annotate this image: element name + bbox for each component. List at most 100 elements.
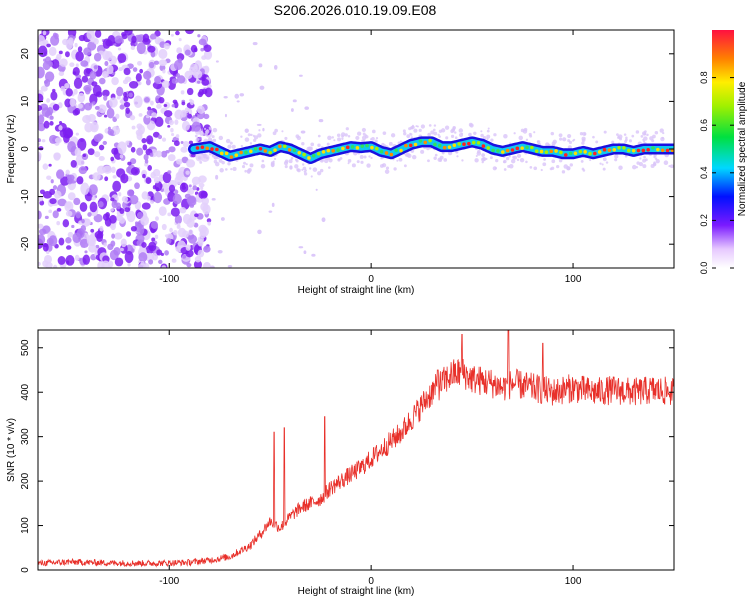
noise-blob <box>157 134 163 140</box>
noise-blob <box>89 70 97 80</box>
noise-blob <box>182 141 190 148</box>
noise-blob <box>171 104 176 108</box>
colorbar-ticks: 0.0 0.2 0.4 0.6 0.8 <box>699 71 734 274</box>
noise-blob <box>119 217 126 224</box>
halo-point <box>489 156 493 160</box>
noise-blob <box>201 78 210 86</box>
noise-blob <box>180 90 185 95</box>
noise-blob <box>88 184 98 196</box>
noise-blob <box>168 146 176 153</box>
halo-point <box>370 156 373 160</box>
ridge-peak <box>224 151 229 156</box>
noise-blob <box>97 104 107 114</box>
noise-blob <box>134 221 139 226</box>
noise-blob <box>180 146 188 153</box>
ridge-peak <box>452 143 457 148</box>
noise-blob <box>113 247 121 256</box>
noise-blob <box>113 202 117 206</box>
ridge-peak <box>249 149 253 154</box>
spectrogram-y-tick-label: -20 <box>20 237 31 252</box>
noise-blob <box>160 150 168 158</box>
halo-point <box>338 158 341 161</box>
ridge-peak <box>263 149 268 153</box>
ridge-peak <box>195 146 200 150</box>
noise-blob <box>185 30 195 35</box>
noise-blob <box>77 159 85 166</box>
halo-point <box>412 154 417 160</box>
snr-y-label: SNR (10 * v/v) <box>6 418 17 482</box>
halo-point <box>638 161 644 167</box>
noise-blob <box>114 232 123 240</box>
halo-point <box>317 134 321 138</box>
ridge-peak <box>408 143 413 148</box>
noise-blob <box>64 51 70 58</box>
halo-point <box>261 159 265 163</box>
noise-blob <box>169 227 173 233</box>
noise-blob <box>97 201 104 208</box>
noise-blob <box>57 198 67 207</box>
noise-blob <box>69 98 76 107</box>
noise-blob <box>161 80 170 88</box>
noise-blob <box>188 184 192 188</box>
halo-point <box>624 154 628 158</box>
ridge-peak <box>481 144 486 148</box>
noise-blob <box>153 176 160 184</box>
halo-point <box>481 157 486 162</box>
noise-blob <box>257 229 262 235</box>
noise-blob <box>163 110 173 118</box>
noise-blob <box>38 114 45 125</box>
ridge-peak <box>515 146 520 151</box>
ridge-peak <box>437 143 442 148</box>
ridge-peak <box>253 146 258 151</box>
noise-blob <box>120 173 129 184</box>
noise-blob <box>116 95 121 100</box>
halo-point <box>643 136 648 141</box>
halo-point <box>507 165 511 168</box>
halo-point <box>452 126 456 130</box>
halo-point <box>438 129 443 133</box>
noise-blob <box>65 254 75 266</box>
noise-blob <box>204 245 208 250</box>
ridge-peak <box>636 148 641 153</box>
halo-point <box>632 164 637 170</box>
noise-blob <box>201 55 207 60</box>
halo-point <box>454 136 458 139</box>
noise-blob <box>176 75 186 84</box>
halo-point <box>581 136 586 141</box>
halo-point <box>347 134 351 138</box>
noise-blob <box>125 231 132 237</box>
noise-blob <box>59 58 68 67</box>
halo-point <box>653 155 656 159</box>
noise-blob <box>110 156 115 162</box>
noise-blob <box>71 224 75 229</box>
noise-blob <box>172 99 178 104</box>
noise-blob <box>175 172 183 181</box>
noise-blob <box>137 60 143 66</box>
halo-point <box>403 164 407 168</box>
noise-blob <box>198 136 202 141</box>
noise-blob <box>102 213 110 221</box>
halo-point <box>371 136 375 141</box>
noise-blob <box>72 232 82 244</box>
noise-blob <box>138 125 145 135</box>
noise-blob <box>126 189 135 197</box>
noise-blob <box>75 132 79 136</box>
ridge-peak <box>491 148 495 153</box>
halo-point <box>250 133 253 137</box>
ridge-peak <box>617 145 621 150</box>
noise-blob <box>170 127 174 133</box>
noise-blob <box>46 43 51 48</box>
noise-blob <box>78 34 86 42</box>
noise-blob <box>103 114 108 118</box>
snr-plot-area <box>38 330 674 568</box>
halo-point <box>642 158 647 163</box>
noise-blob <box>167 154 176 162</box>
halo-point <box>569 163 574 167</box>
halo-point <box>205 156 209 160</box>
halo-point <box>208 153 212 156</box>
halo-point <box>512 156 515 159</box>
noise-blob <box>154 75 162 84</box>
halo-point <box>301 168 304 171</box>
noise-blob <box>52 210 59 219</box>
noise-blob <box>104 176 109 182</box>
